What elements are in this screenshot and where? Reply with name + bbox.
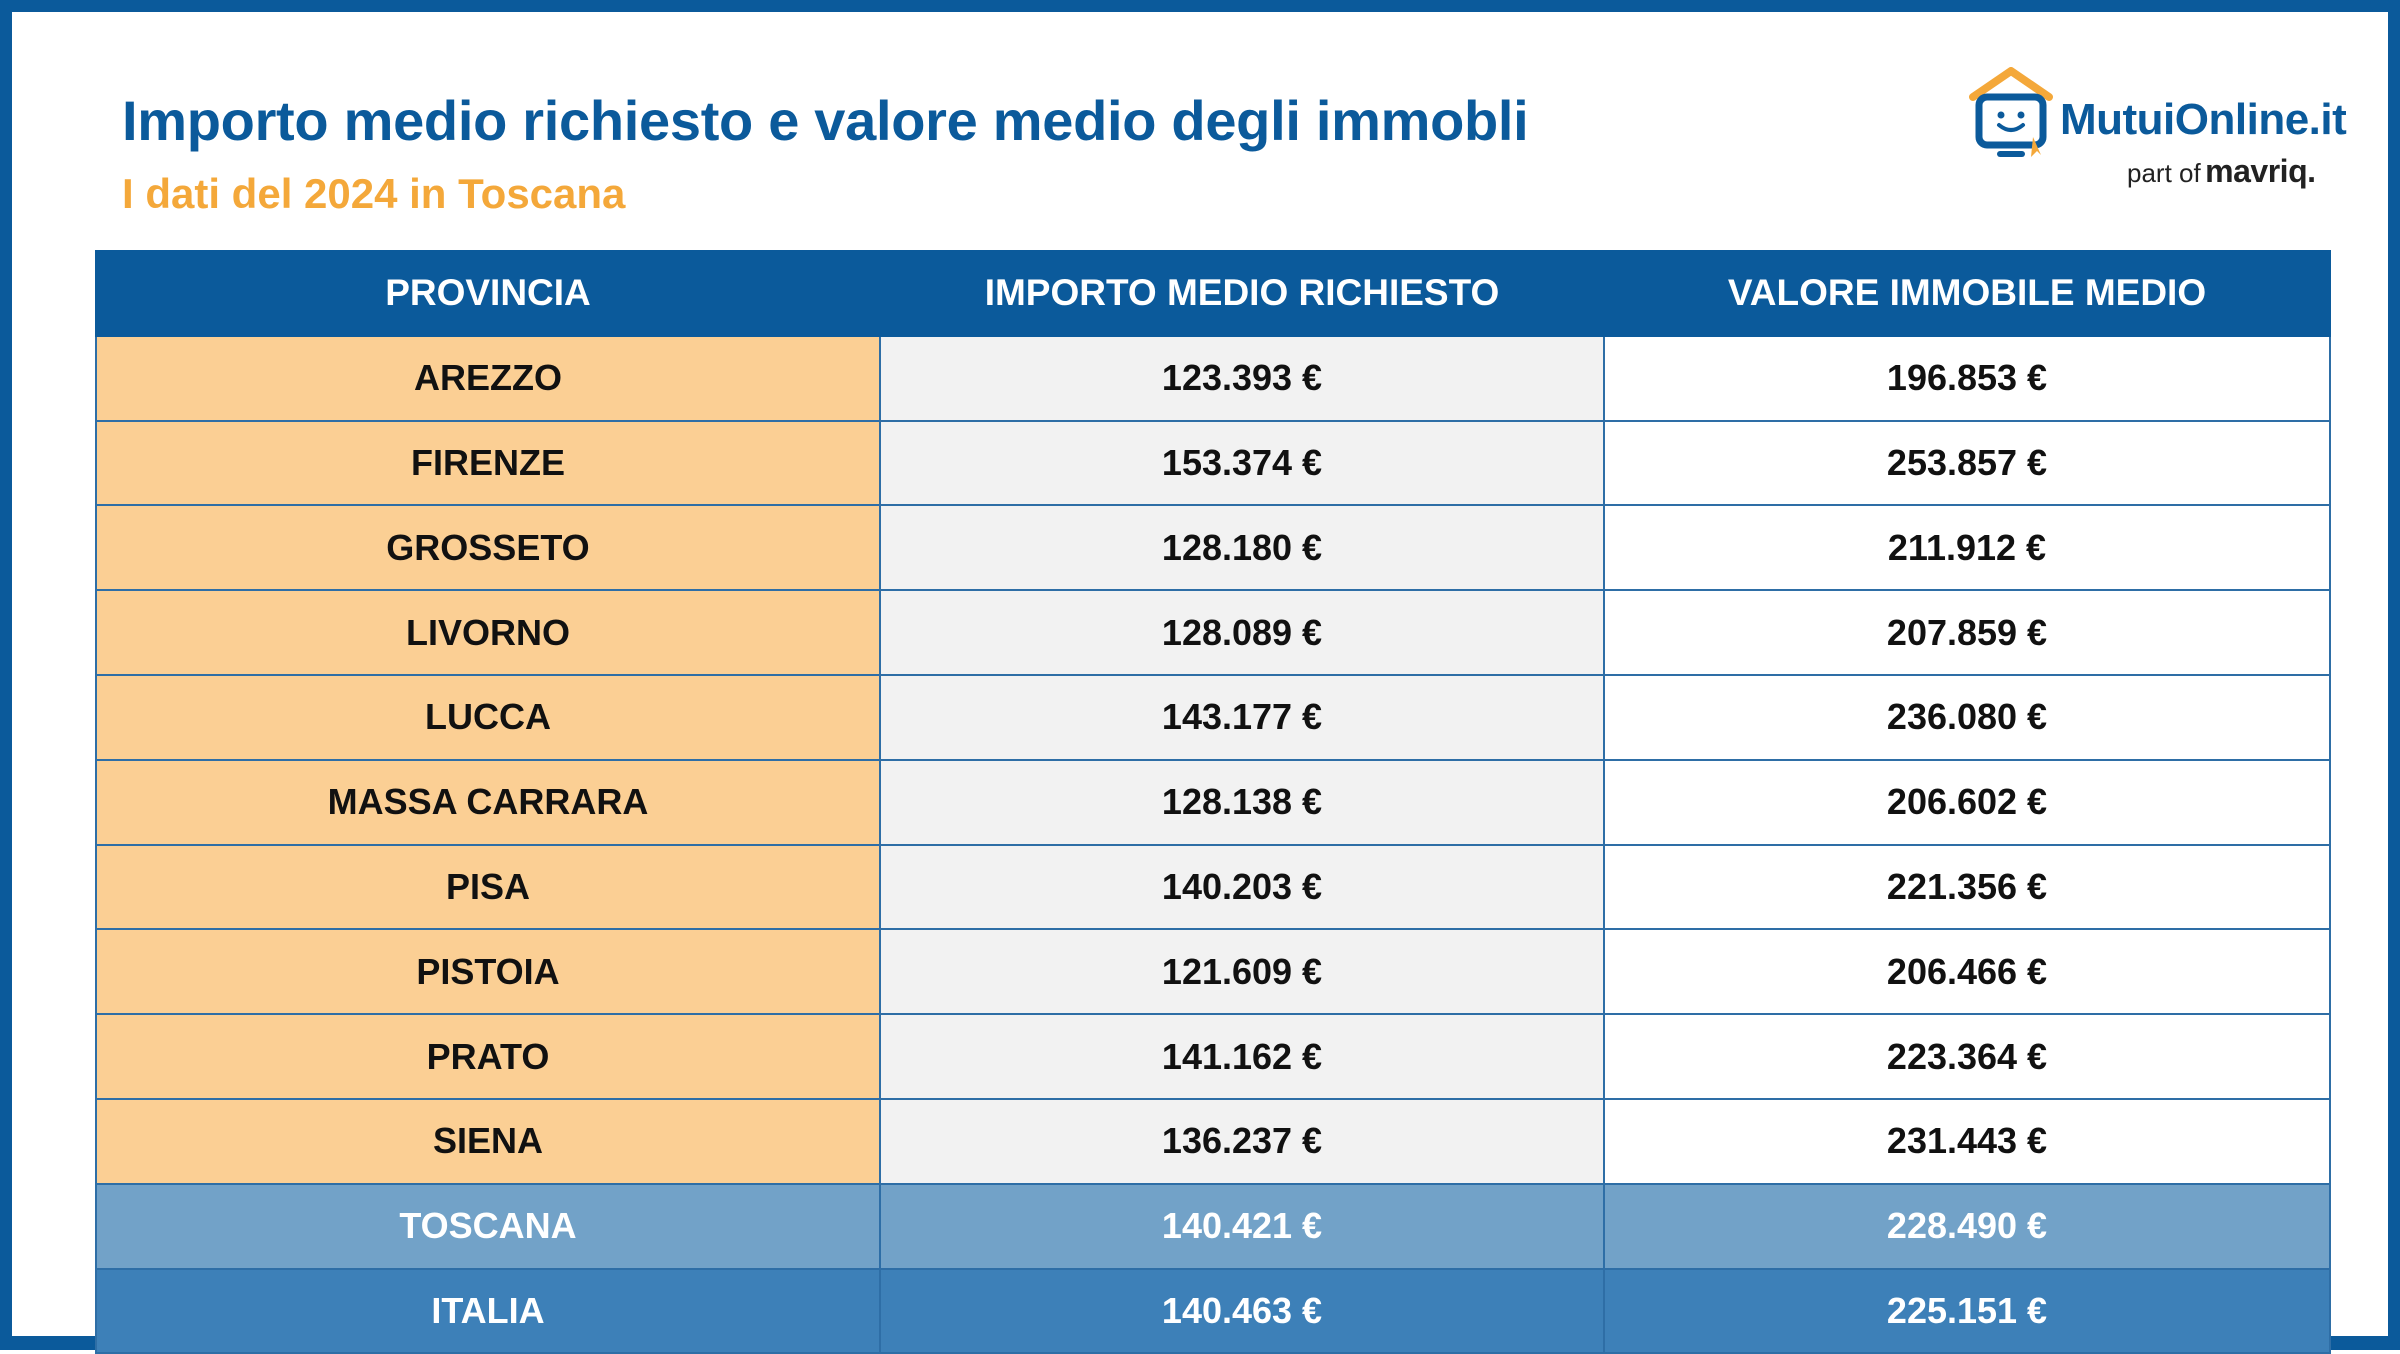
cell-valore: 221.356 €: [1603, 843, 2331, 931]
table-row: LUCCA 143.177 € 236.080 €: [95, 673, 2331, 761]
total-row-toscana: TOSCANA 140.421 € 228.490 €: [95, 1182, 2331, 1270]
cell-importo: 140.421 €: [879, 1182, 1605, 1270]
logo-name: MutuiOnline.it: [2060, 95, 2347, 144]
cell-importo: 128.089 €: [879, 589, 1605, 676]
cell-valore: 225.151 €: [1603, 1267, 2331, 1354]
column-header-importo: IMPORTO MEDIO RICHIESTO: [879, 250, 1605, 337]
table-row: SIENA 136.237 € 231.443 €: [95, 1097, 2331, 1185]
cell-importo: 153.374 €: [879, 419, 1605, 507]
cell-importo: 128.180 €: [879, 504, 1605, 592]
table-row: PISA 140.203 € 221.356 €: [95, 843, 2331, 931]
cell-valore: 206.466 €: [1603, 928, 2331, 1016]
cell-valore: 206.602 €: [1603, 758, 2331, 846]
cell-valore: 228.490 €: [1603, 1182, 2331, 1270]
table-row: PISTOIA 121.609 € 206.466 €: [95, 928, 2331, 1016]
cell-valore: 231.443 €: [1603, 1097, 2331, 1185]
cell-importo: 136.237 €: [879, 1097, 1605, 1185]
logo-brand: mavriq.: [2205, 153, 2316, 189]
logo-tagline: part of mavriq.: [2127, 153, 2316, 190]
cell-importo: 123.393 €: [879, 334, 1605, 422]
cell-valore: 236.080 €: [1603, 673, 2331, 761]
table-row: AREZZO 123.393 € 196.853 €: [95, 334, 2331, 422]
cell-valore: 196.853 €: [1603, 334, 2331, 422]
table-row: MASSA CARRARA 128.138 € 206.602 €: [95, 758, 2331, 846]
cell-provincia: PISA: [95, 843, 881, 931]
cell-valore: 223.364 €: [1603, 1013, 2331, 1100]
cell-valore: 253.857 €: [1603, 419, 2331, 507]
cell-provincia: MASSA CARRARA: [95, 758, 881, 846]
cell-provincia: AREZZO: [95, 334, 881, 422]
table-row: FIRENZE 153.374 € 253.857 €: [95, 419, 2331, 507]
cell-importo: 141.162 €: [879, 1013, 1605, 1100]
data-table: PROVINCIA IMPORTO MEDIO RICHIESTO VALORE…: [95, 250, 2331, 1354]
total-row-italia: ITALIA 140.463 € 225.151 €: [95, 1267, 2331, 1354]
table-row: PRATO 141.162 € 223.364 €: [95, 1013, 2331, 1100]
column-header-provincia: PROVINCIA: [95, 250, 881, 337]
mutuionline-logo: MutuiOnline.it part of mavriq.: [1967, 67, 2347, 197]
cell-importo: 121.609 €: [879, 928, 1605, 1016]
cell-provincia: SIENA: [95, 1097, 881, 1185]
cell-provincia: PISTOIA: [95, 928, 881, 1016]
cell-importo: 143.177 €: [879, 673, 1605, 761]
cell-provincia: LIVORNO: [95, 589, 881, 676]
house-monitor-icon: [1969, 67, 2053, 157]
table-header-row: PROVINCIA IMPORTO MEDIO RICHIESTO VALORE…: [95, 250, 2331, 337]
page-subtitle: I dati del 2024 in Toscana: [122, 170, 626, 217]
cell-provincia: FIRENZE: [95, 419, 881, 507]
cell-provincia: LUCCA: [95, 673, 881, 761]
cell-importo: 128.138 €: [879, 758, 1605, 846]
cell-importo: 140.203 €: [879, 843, 1605, 931]
table-row: LIVORNO 128.089 € 207.859 €: [95, 589, 2331, 676]
cell-provincia: ITALIA: [95, 1267, 881, 1354]
logo-part-of: part of: [2127, 158, 2201, 188]
cell-provincia: GROSSETO: [95, 504, 881, 592]
cell-valore: 207.859 €: [1603, 589, 2331, 676]
cell-provincia: PRATO: [95, 1013, 881, 1100]
cell-valore: 211.912 €: [1603, 504, 2331, 592]
column-header-valore: VALORE IMMOBILE MEDIO: [1603, 250, 2331, 337]
cell-importo: 140.463 €: [879, 1267, 1605, 1354]
page-title: Importo medio richiesto e valore medio d…: [122, 89, 1529, 152]
table-row: GROSSETO 128.180 € 211.912 €: [95, 504, 2331, 592]
cell-provincia: TOSCANA: [95, 1182, 881, 1270]
